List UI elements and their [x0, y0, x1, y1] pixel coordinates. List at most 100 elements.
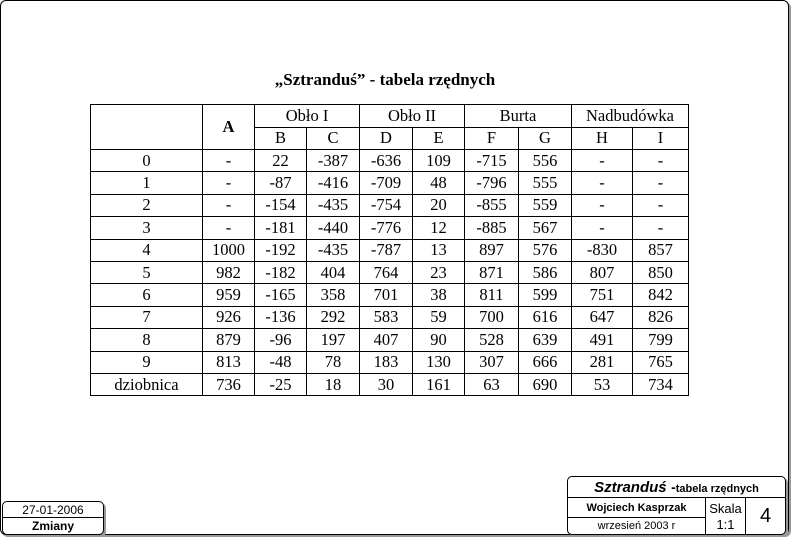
table-cell: -440 [306, 216, 360, 240]
table-cell: 826 [632, 305, 689, 330]
sheet-number: 4 [759, 505, 772, 527]
table-cell: - [202, 171, 255, 195]
table-cell: - [202, 193, 255, 218]
table-cell: 765 [632, 350, 689, 374]
row-label: 6 [90, 283, 203, 307]
group-header: Obło I [254, 104, 360, 128]
table-cell: - [632, 148, 689, 173]
column-header: H [571, 126, 633, 150]
table-row: 8 879 -96 197 407 90 528 639 491 799 [90, 328, 689, 352]
table-row: 6 959 -165 358 701 38 811 599 751 842 [90, 283, 689, 307]
scale-label: Skala [709, 501, 742, 516]
table-cell: 639 [518, 328, 572, 352]
table-cell: 586 [518, 260, 572, 285]
table-cell: - [571, 171, 633, 195]
table-cell: -416 [306, 171, 360, 195]
table-cell: -885 [464, 216, 519, 240]
table-cell: 734 [632, 372, 689, 397]
group-header: Obło II [359, 104, 465, 128]
table-cell: 13 [412, 238, 465, 262]
table-row: 5 982 -182 404 764 23 871 586 807 850 [90, 260, 689, 285]
table-cell: 567 [518, 216, 572, 240]
table-cell: 879 [202, 328, 255, 352]
drawing-subtitle: tabela rzędnych [675, 483, 759, 495]
table-row: 9 813 -48 78 183 130 307 666 281 765 [90, 350, 689, 374]
table-cell: 12 [412, 216, 465, 240]
table-cell: -435 [306, 193, 360, 218]
row-label: 1 [90, 171, 203, 195]
column-header: E [412, 126, 465, 150]
table-cell: 576 [518, 238, 572, 262]
table-cell: 555 [518, 171, 572, 195]
table-cell: 161 [412, 372, 465, 397]
table-cell: 897 [464, 238, 519, 262]
separator: - [671, 479, 676, 495]
table-row: 1- -87 -416 -709 48 -796 555- - [90, 171, 689, 195]
table-cell: - [632, 193, 689, 218]
table-cell: - [571, 216, 633, 240]
column-header: B [254, 126, 307, 150]
table-cell: -435 [306, 238, 360, 262]
row-label: 3 [90, 216, 203, 240]
table-cell: 811 [464, 283, 519, 307]
table-cell: -830 [571, 238, 633, 262]
table-cell: -787 [359, 238, 413, 262]
column-header: D [359, 126, 413, 150]
group-header: Burta [464, 104, 572, 128]
row-label: dziobnica [90, 372, 203, 397]
table-row: 4 1000 -192 -435 -787 13 897 576 -830 857 [90, 238, 689, 262]
page-title: „Sztranduś” - tabela rzędnych [274, 70, 496, 89]
table-cell: 736 [202, 372, 255, 397]
table-cell: 959 [202, 283, 255, 307]
table-cell: 23 [412, 260, 465, 285]
column-header: I [632, 126, 689, 150]
changes-block: 27-01-2006 Zmiany [2, 501, 104, 535]
table-cell: 616 [518, 305, 572, 330]
table-cell: 850 [632, 260, 689, 285]
author: Wojciech Kasprzak [568, 498, 706, 518]
table-cell: 764 [359, 260, 413, 285]
table-cell: 407 [359, 328, 413, 352]
table-cell: - [202, 216, 255, 240]
table-cell: -776 [359, 216, 413, 240]
table-cell: 20 [412, 193, 465, 218]
table-cell: 842 [632, 283, 689, 307]
table-cell: 307 [464, 350, 519, 374]
table-cell: 666 [518, 350, 572, 374]
table-cell: 556 [518, 148, 572, 173]
table-cell: 292 [306, 305, 360, 330]
table-cell: 491 [571, 328, 633, 352]
table-row: 7 926 -136 292 583 59 700 616 647 826 [90, 305, 689, 330]
table-cell: 599 [518, 283, 572, 307]
table-cell: 130 [412, 350, 465, 374]
table-cell: -182 [254, 260, 307, 285]
table-cell: -165 [254, 283, 307, 307]
table-cell: 701 [359, 283, 413, 307]
row-label: 7 [90, 305, 203, 330]
table-cell: -87 [254, 171, 307, 195]
table-cell: -96 [254, 328, 307, 352]
row-label: 0 [90, 148, 203, 173]
table-cell: -154 [254, 193, 307, 218]
table-cell: 183 [359, 350, 413, 374]
corner-header [90, 104, 203, 150]
table-cell: 197 [306, 328, 360, 352]
table-cell: - [632, 171, 689, 195]
table-cell: 404 [306, 260, 360, 285]
table-cell: 528 [464, 328, 519, 352]
table-cell: 90 [412, 328, 465, 352]
table-cell: -387 [306, 148, 360, 173]
table-cell: 813 [202, 350, 255, 374]
table-cell: - [571, 193, 633, 218]
table-cell: - [632, 216, 689, 240]
table-cell: 358 [306, 283, 360, 307]
table-row: 2- -154 -435 -754 20 -855 559- - [90, 193, 689, 218]
table-cell: 700 [464, 305, 519, 330]
table-cell: 583 [359, 305, 413, 330]
title-block: Sztranduś -tabela rzędnych Wojciech Kasp… [567, 476, 786, 535]
drawing-date: wrzesień 2003 r [568, 518, 706, 535]
table-cell: 751 [571, 283, 633, 307]
table-cell: 48 [412, 171, 465, 195]
